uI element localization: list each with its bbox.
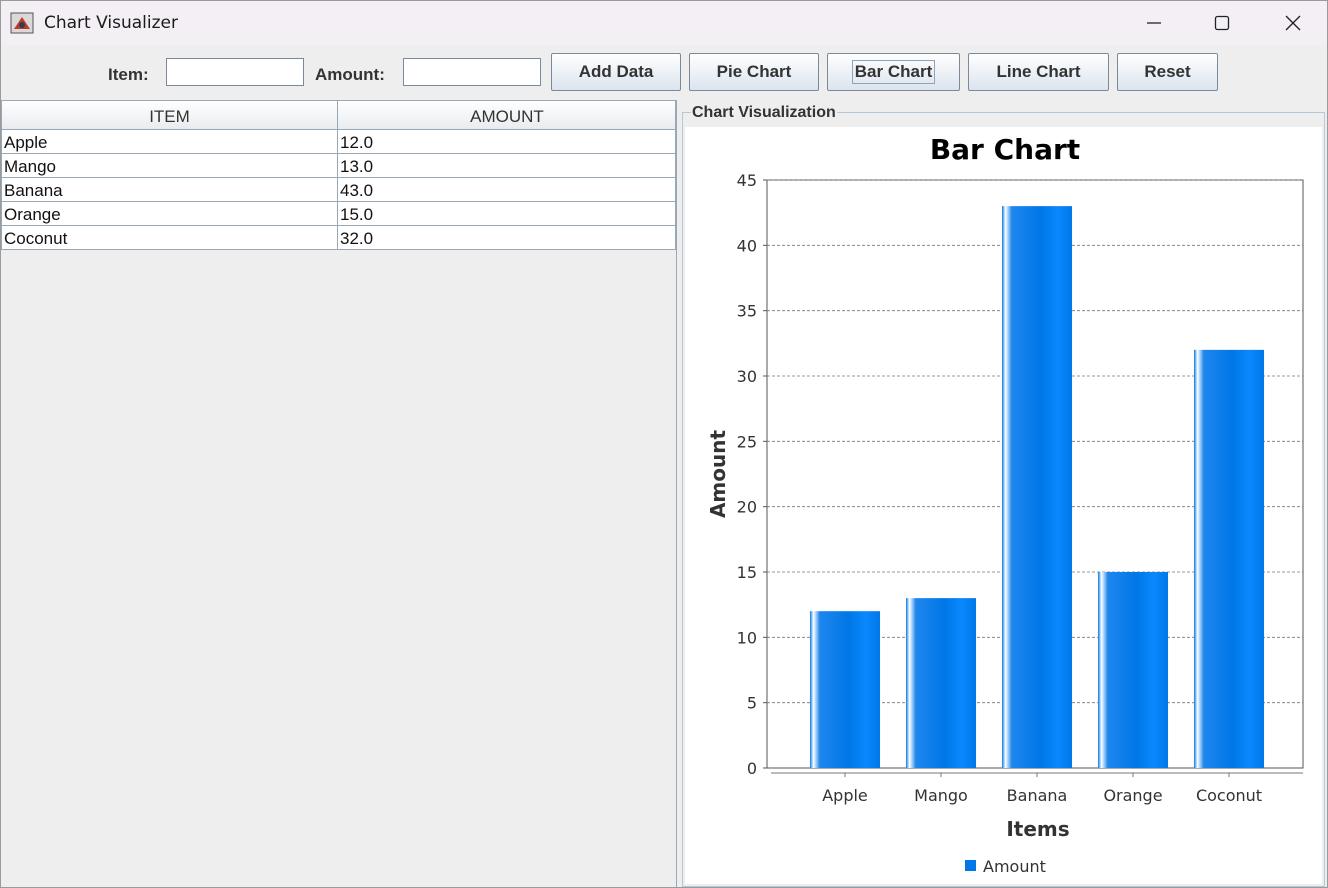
chart-panel-title: Chart Visualization bbox=[691, 104, 837, 122]
close-icon bbox=[1285, 15, 1301, 31]
add-data-button[interactable]: Add Data bbox=[551, 53, 681, 91]
item-input[interactable] bbox=[166, 58, 304, 86]
minimize-icon bbox=[1147, 22, 1161, 24]
cell-item[interactable]: Orange bbox=[2, 202, 338, 225]
cell-amount[interactable]: 32.0 bbox=[340, 229, 374, 248]
bar-chart-button-label: Bar Chart bbox=[851, 60, 936, 84]
bar bbox=[1193, 349, 1265, 768]
cell-amount[interactable]: 13.0 bbox=[340, 157, 374, 176]
bar bbox=[1001, 206, 1073, 769]
y-tick-label: 30 bbox=[737, 367, 757, 386]
bar bbox=[1097, 572, 1169, 768]
y-tick-label: 15 bbox=[737, 563, 757, 582]
table-row[interactable]: Coconut 32.0 bbox=[1, 226, 676, 250]
toolbar: Item: Amount: Add Data Pie Chart Bar Cha… bbox=[1, 45, 1327, 99]
chart-panel bbox=[682, 112, 1325, 887]
pie-chart-button[interactable]: Pie Chart bbox=[689, 53, 819, 91]
table-row[interactable]: Banana 43.0 bbox=[1, 178, 676, 202]
chart-title: Bar Chart bbox=[930, 133, 1080, 166]
bar-chart: Bar Chart 0 5 10 15 20 25 30 35 40 45 Apple Mango Ba… bbox=[706, 133, 1304, 876]
y-axis-label: Amount bbox=[706, 430, 730, 519]
maximize-icon bbox=[1214, 15, 1230, 31]
minimize-button[interactable] bbox=[1119, 1, 1189, 45]
cell-amount[interactable]: 43.0 bbox=[340, 181, 374, 200]
window-title: Chart Visualizer bbox=[44, 13, 178, 33]
y-tick-label: 35 bbox=[737, 302, 757, 321]
cell-item[interactable]: Apple bbox=[2, 130, 338, 153]
reset-button[interactable]: Reset bbox=[1117, 53, 1218, 91]
x-tick-label: Coconut bbox=[1196, 786, 1262, 805]
bar bbox=[905, 598, 977, 768]
amount-input[interactable] bbox=[403, 58, 541, 86]
legend-swatch bbox=[965, 860, 976, 871]
cell-amount[interactable]: 15.0 bbox=[340, 205, 374, 224]
maximize-button[interactable] bbox=[1187, 1, 1257, 45]
cell-item[interactable]: Banana bbox=[2, 178, 338, 201]
y-tick-label: 0 bbox=[747, 759, 757, 778]
y-tick-label: 45 bbox=[737, 171, 757, 190]
column-header-item[interactable]: ITEM bbox=[2, 101, 338, 129]
plot-area: 0 5 10 15 20 25 30 35 40 45 Apple Mango Banana Orange… bbox=[737, 171, 1304, 805]
bar-chart-button[interactable]: Bar Chart bbox=[827, 53, 960, 91]
x-axis-label: Items bbox=[1006, 817, 1069, 841]
close-button[interactable] bbox=[1258, 1, 1328, 45]
y-tick-label: 20 bbox=[737, 498, 757, 517]
item-label: Item: bbox=[108, 65, 149, 84]
table-row[interactable]: Orange 15.0 bbox=[1, 202, 676, 226]
y-tick-label: 5 bbox=[747, 694, 757, 713]
x-tick-label: Apple bbox=[822, 786, 868, 805]
x-tick-label: Orange bbox=[1103, 786, 1162, 805]
java-app-icon bbox=[10, 12, 34, 34]
y-tick-label: 25 bbox=[737, 432, 757, 451]
legend-label: Amount bbox=[983, 857, 1046, 876]
cell-item[interactable]: Coconut bbox=[2, 226, 338, 249]
title-bar[interactable]: Chart Visualizer bbox=[1, 1, 1327, 45]
table-panel-divider bbox=[676, 100, 677, 887]
cell-amount[interactable]: 12.0 bbox=[340, 133, 374, 152]
y-tick-label: 10 bbox=[737, 628, 757, 647]
column-header-amount[interactable]: AMOUNT bbox=[470, 107, 544, 126]
table-header: ITEM AMOUNT bbox=[1, 100, 676, 130]
cell-item[interactable]: Mango bbox=[2, 154, 338, 177]
x-tick-label: Mango bbox=[914, 786, 968, 805]
table-row[interactable]: Mango 13.0 bbox=[1, 154, 676, 178]
amount-label: Amount: bbox=[315, 65, 385, 84]
table-row[interactable]: Apple 12.0 bbox=[1, 130, 676, 154]
bar bbox=[809, 611, 881, 768]
x-tick-label: Banana bbox=[1007, 786, 1068, 805]
y-tick-label: 40 bbox=[737, 236, 757, 255]
line-chart-button[interactable]: Line Chart bbox=[968, 53, 1109, 91]
